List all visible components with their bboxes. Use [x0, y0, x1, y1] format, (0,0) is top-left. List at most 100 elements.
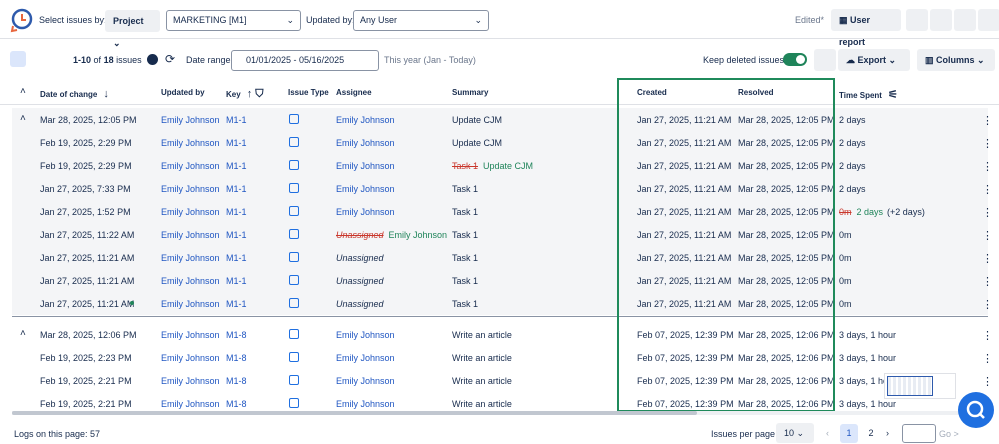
- cell: M1-8: [226, 376, 247, 386]
- columns-label: Columns: [936, 55, 975, 65]
- row-expander[interactable]: ˄: [20, 113, 26, 124]
- row-menu[interactable]: ⋮: [982, 330, 993, 342]
- row-menu[interactable]: ⋮: [982, 230, 993, 242]
- cell: Mar 28, 2025, 12:05 PM: [738, 115, 835, 125]
- page-button[interactable]: 2: [868, 428, 874, 438]
- cell: Mar 28, 2025, 12:06 PM: [738, 376, 835, 386]
- row-menu[interactable]: ⋮: [982, 353, 993, 365]
- select-dropdown[interactable]: Project ⌄: [105, 10, 160, 48]
- keep-deleted-toggle[interactable]: [783, 53, 807, 66]
- column-label: Updated by: [161, 88, 205, 97]
- collapse-all[interactable]: ˄: [20, 86, 26, 97]
- updated-label: Updated by:: [306, 15, 355, 25]
- select-label: Select issues by:: [39, 15, 107, 25]
- row-expander[interactable]: ˄: [20, 328, 26, 339]
- range: 1-10: [73, 55, 92, 65]
- row-menu[interactable]: ⋮: [982, 276, 993, 288]
- updated-dropdown[interactable]: Any User ⌄: [353, 10, 489, 31]
- page-button[interactable]: 1: [840, 424, 858, 443]
- cell: Jan 27, 2025, 11:21 AM: [637, 253, 732, 263]
- row: [12, 200, 988, 223]
- cell: Mar 28, 2025, 12:06 PM: [738, 330, 835, 340]
- prev-page[interactable]: ‹: [826, 428, 829, 438]
- cell: Emily Johnson: [161, 276, 220, 286]
- cell: M1-8: [226, 399, 247, 409]
- export-button[interactable]: ☁ Export ⌄: [838, 49, 910, 71]
- cell: Task 1: [452, 299, 479, 309]
- page-input[interactable]: [902, 424, 936, 443]
- cell: Jan 27, 2025, 11:21 AM: [637, 161, 732, 171]
- scrollbar-track: [12, 411, 988, 415]
- row: [12, 177, 988, 200]
- go-button[interactable]: Go >: [939, 429, 959, 439]
- row-menu[interactable]: ⋮: [982, 299, 993, 311]
- date-range-input[interactable]: 01/01/2025 - 05/16/2025: [231, 50, 379, 71]
- cell: Emily Johnson: [161, 253, 220, 263]
- row-menu[interactable]: ⋮: [982, 184, 993, 196]
- cell: Emily Johnson: [336, 330, 395, 340]
- new-value: Update CJM: [483, 161, 534, 171]
- cell: Write an article: [452, 353, 512, 363]
- row-menu[interactable]: ⋮: [982, 115, 993, 127]
- more-button[interactable]: [978, 9, 999, 31]
- cell: Feb 19, 2025, 2:29 PM: [40, 161, 132, 171]
- cell: Jan 27, 2025, 11:21 AM: [40, 253, 135, 263]
- cell: Emily Johnson: [336, 376, 395, 386]
- row: [12, 108, 988, 131]
- next-page[interactable]: ›: [886, 428, 889, 438]
- refresh-icon[interactable]: ⟳: [165, 52, 176, 66]
- cell: M1-8: [226, 353, 247, 363]
- cell: Emily Johnson: [161, 353, 220, 363]
- cell: Emily Johnson: [161, 184, 220, 194]
- info-icon[interactable]: [147, 54, 158, 65]
- cell: Unassigned Emily Johnson: [336, 230, 447, 240]
- column-header: Resolved: [738, 88, 774, 97]
- row-menu[interactable]: ⋮: [982, 138, 993, 150]
- column-label: Issue Type: [288, 88, 329, 97]
- cell: Mar 28, 2025, 12:05 PM: [40, 115, 137, 125]
- cell: Update CJM: [452, 115, 503, 125]
- delete-button[interactable]: [814, 49, 836, 71]
- cell: Mar 28, 2025, 12:05 PM: [738, 276, 835, 286]
- row-menu[interactable]: ⋮: [982, 207, 993, 219]
- cell: Emily Johnson: [161, 161, 220, 171]
- highlight-box: [617, 78, 835, 412]
- cell: Feb 19, 2025, 2:21 PM: [40, 399, 132, 409]
- columns-button[interactable]: ▥ Columns ⌄: [917, 49, 995, 71]
- pin-button[interactable]: [954, 9, 976, 31]
- cell: Emily Johnson: [161, 115, 220, 125]
- column-label: Created: [637, 88, 667, 97]
- cell: Task 1: [452, 230, 479, 240]
- chat-button[interactable]: [958, 392, 994, 428]
- people-view[interactable]: [32, 51, 48, 67]
- cell: Emily Johnson: [161, 230, 220, 240]
- cell: Emily Johnson: [161, 399, 220, 409]
- cell: 2 days: [839, 161, 866, 171]
- cell: Emily Johnson: [336, 161, 395, 171]
- updated-value: Any User: [360, 15, 398, 25]
- row-menu[interactable]: ⋮: [982, 161, 993, 173]
- chart-view[interactable]: [53, 51, 69, 67]
- cell: Jan 27, 2025, 11:21 AM: [637, 230, 732, 240]
- grid-view[interactable]: [10, 51, 26, 67]
- column-header: Updated by: [161, 88, 205, 97]
- row: [12, 154, 988, 177]
- project-dropdown[interactable]: MARKETING [M1] ⌄: [166, 10, 301, 31]
- column-header: Date of change ↓: [40, 88, 109, 100]
- cell: Jan 27, 2025, 11:21 AM: [637, 299, 732, 309]
- per-page-dropdown[interactable]: 10 ⌄: [776, 423, 814, 443]
- user-report-button[interactable]: ▦ User report: [831, 9, 901, 47]
- row: [12, 346, 988, 369]
- cell: 0m: [839, 253, 852, 263]
- cell: Mar 28, 2025, 12:05 PM: [738, 184, 835, 194]
- share-button[interactable]: [906, 9, 928, 31]
- cell: Unassigned: [336, 276, 384, 286]
- row-menu[interactable]: ⋮: [982, 376, 993, 388]
- copy-button[interactable]: [930, 9, 952, 31]
- cell: Mar 28, 2025, 12:06 PM: [738, 399, 835, 409]
- row-menu[interactable]: ⋮: [982, 253, 993, 265]
- cell: Mar 28, 2025, 12:05 PM: [738, 299, 835, 309]
- cell: Jan 27, 2025, 11:21 AM: [40, 276, 135, 286]
- issue-type-icon: [289, 398, 299, 408]
- issue-type-icon: [289, 229, 299, 239]
